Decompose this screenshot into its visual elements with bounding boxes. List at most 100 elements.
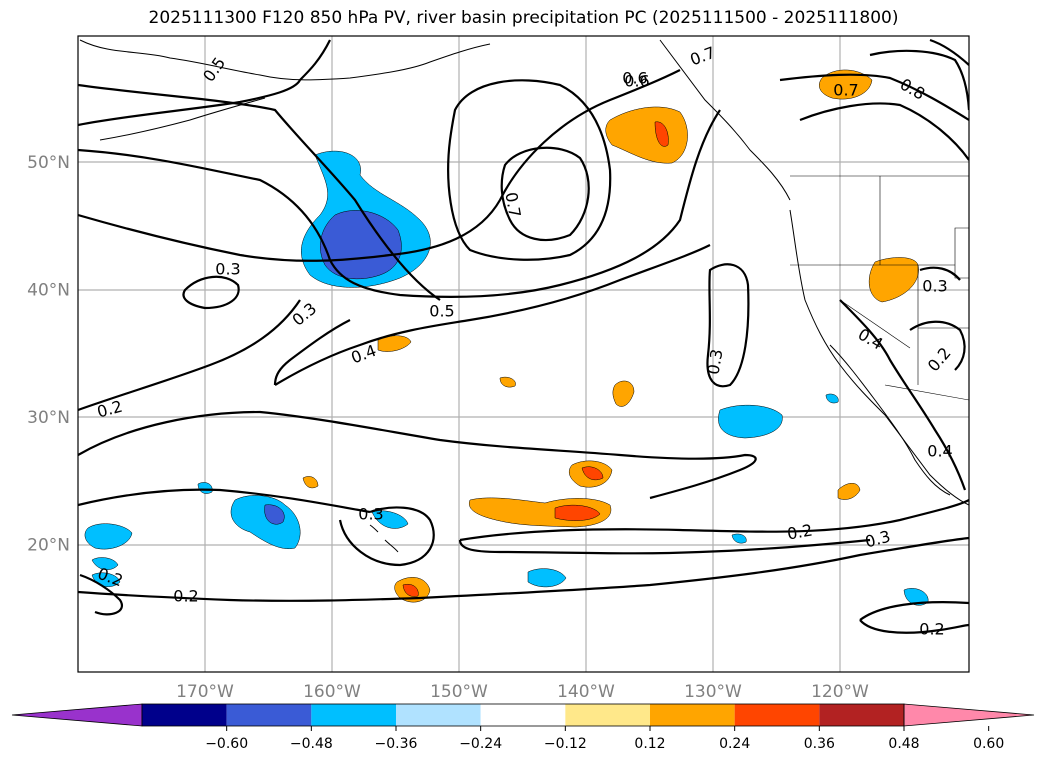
precip-positive-area [612, 380, 635, 407]
contour-label: 0.3 [703, 348, 726, 376]
state-line [954, 227, 969, 279]
colorbar-segment [819, 704, 904, 726]
pv-contour [500, 146, 590, 242]
pv-contour [273, 319, 351, 386]
precip-negative-area [825, 393, 839, 404]
lon-label: 140°W [557, 682, 615, 702]
colorbar-segment [650, 704, 735, 726]
map-area [78, 36, 969, 672]
colorbar-extend-high [903, 703, 1035, 727]
pv-contour [706, 263, 750, 388]
alaska-coast [79, 39, 491, 81]
precip-positive-area [605, 106, 688, 164]
pv-contour [78, 39, 331, 127]
pv-contour [458, 538, 871, 555]
colorbar-segment [480, 704, 566, 726]
precip-positive-core [581, 466, 604, 481]
pv-contour [78, 69, 681, 262]
contour-label: 0.5 [429, 302, 454, 321]
precip-positive-area [302, 476, 319, 489]
bc-coast [659, 39, 791, 201]
colorbar-frame [141, 703, 905, 727]
contour-label: 0.6 [622, 69, 647, 88]
colorbar-segment [226, 704, 312, 726]
colorbar-segment [142, 704, 227, 726]
contour-label: 0.7 [501, 191, 524, 219]
pv-contour [78, 299, 301, 412]
pv-contours [78, 38, 969, 634]
colorbar-segment [311, 704, 396, 726]
pv-contour [182, 275, 240, 310]
colorbar-tick-label: 0.24 [719, 736, 750, 752]
pv-contour [338, 506, 435, 567]
colorbar-tick-label: −0.60 [205, 736, 248, 752]
lon-label: 130°W [684, 682, 742, 702]
colorbar-tick-label: 0.12 [634, 736, 665, 752]
pv-contour [909, 320, 966, 371]
colorbar-tick-label: 0.48 [888, 736, 919, 752]
colorbar-segment [396, 704, 481, 726]
colorbar-tick-label: 0.36 [804, 736, 835, 752]
pv-contour [859, 619, 969, 634]
baja-coast [829, 344, 951, 496]
precip-negative-area [718, 404, 783, 439]
precip-positive-area [819, 69, 873, 100]
pv-contour [919, 266, 961, 281]
border-us-mexico [884, 384, 969, 401]
precip-positive-core [554, 504, 601, 521]
contour-label: 0.3 [358, 505, 383, 524]
precip-negative-area [84, 523, 133, 550]
precip-positive-area [868, 257, 919, 303]
contour-label: 0.7 [833, 81, 858, 100]
map-title: 2025111300 F120 850 hPa PV, river basin … [148, 8, 899, 28]
contour-label: 0.2 [786, 520, 814, 543]
contour-label: 0.4 [927, 442, 952, 461]
pv-contour [78, 488, 371, 514]
pv-contour [859, 601, 969, 621]
contour-label-group: 0.50.70.60.70.80.70.30.3 0.50.40.20.30.40… [95, 43, 955, 639]
state-line [839, 299, 911, 349]
lat-label: 50°N [27, 153, 70, 173]
pv-contour [929, 38, 969, 66]
map-frame [77, 35, 970, 673]
pv-contour [447, 79, 612, 261]
precip-negative-area [731, 533, 747, 544]
colorbar-segment [734, 704, 820, 726]
lon-label: 170°W [176, 682, 234, 702]
longitude-labels: 170°W 160°W 150°W 140°W 130°W 120°W [176, 682, 869, 702]
precip-negative-core [264, 504, 285, 525]
contour-label: 0.3 [922, 277, 947, 296]
precip-negative-core [320, 210, 402, 280]
pv-contour [869, 49, 969, 111]
colorbar: −0.60 −0.48 −0.36 −0.24 −0.12 0.12 0.24 0.36 0.4… [11, 703, 1035, 752]
contour-label: 0.6 [624, 72, 649, 91]
precip-positive-core [402, 584, 419, 597]
pv-contour [78, 109, 721, 299]
lat-label: 20°N [27, 536, 70, 556]
lon-label: 160°W [303, 682, 361, 702]
pv-contour [78, 536, 969, 602]
colorbar-tick-label: −0.48 [290, 736, 333, 752]
precip-positive-area [499, 376, 516, 388]
colorbar-tick-label: 0.60 [973, 736, 1004, 752]
lat-label: 40°N [27, 281, 70, 301]
pv-contour [78, 410, 757, 500]
colorbar-extend-low [11, 703, 143, 727]
precip-negative-area [371, 510, 409, 529]
gridlines [78, 36, 969, 672]
precip-negative-area [91, 557, 119, 570]
contour-label: 0.2 [173, 587, 198, 606]
pv-contour [799, 102, 969, 161]
lon-label: 120°W [811, 682, 869, 702]
pv-contour [274, 244, 711, 386]
colorbar-tick-label: −0.36 [375, 736, 418, 752]
contour-label: 0.3 [215, 260, 240, 279]
pv-contour [79, 573, 123, 616]
pv-contour [839, 299, 967, 491]
contour-label: 0.2 [919, 620, 944, 639]
hawaii-islands [369, 524, 399, 553]
precip-positive-area [837, 483, 861, 500]
us-west-coast [789, 209, 969, 506]
precip-negative-area [527, 568, 567, 588]
